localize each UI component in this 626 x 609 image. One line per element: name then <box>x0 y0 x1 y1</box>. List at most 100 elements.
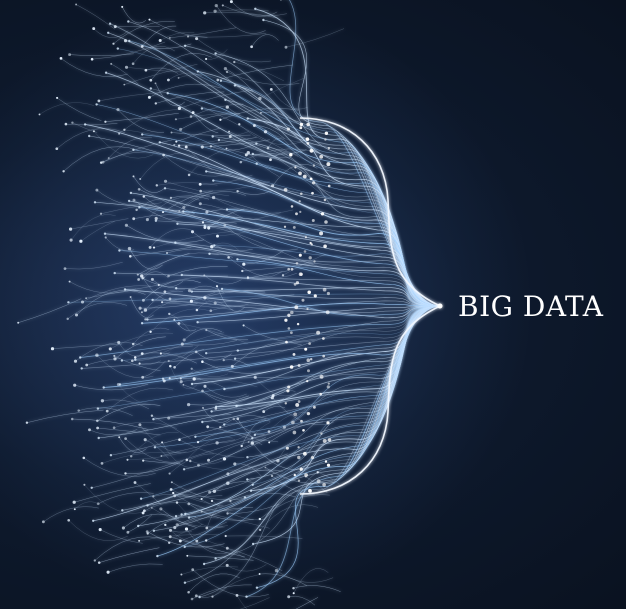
fiber-node <box>205 210 209 214</box>
fiber-node <box>325 310 330 315</box>
fiber-branch <box>227 470 274 484</box>
fiber-node <box>196 440 200 444</box>
fiber-node <box>247 440 250 443</box>
fiber-node <box>271 184 275 188</box>
fiber-strand <box>199 305 441 598</box>
fiber-node <box>168 472 171 475</box>
fiber-node <box>327 438 332 442</box>
fiber-branch <box>145 439 169 459</box>
fiber-node <box>73 383 77 387</box>
fiber-branch <box>234 463 262 477</box>
fiber-node <box>184 527 189 531</box>
fiber-node <box>282 425 286 429</box>
big-data-title: BIG DATA <box>458 290 604 323</box>
fiber-node <box>225 70 229 74</box>
fiber-branch <box>72 122 98 133</box>
fiber-node <box>158 38 162 43</box>
fiber-node <box>190 230 195 234</box>
fiber-node <box>239 160 243 164</box>
fiber-branch <box>174 349 205 368</box>
fiber-node <box>200 497 203 501</box>
fiber-node <box>141 298 145 302</box>
fiber-node <box>123 83 126 86</box>
fiber-branch <box>70 214 116 241</box>
fiber-node <box>170 131 173 134</box>
fiber-branch <box>277 442 299 461</box>
fiber-node <box>214 52 217 55</box>
fiber-node <box>169 488 173 491</box>
fiber-branch <box>204 275 242 285</box>
fiber-node <box>284 318 288 322</box>
fiber-branch <box>230 136 307 155</box>
fiber-node <box>182 338 186 342</box>
fiber-node <box>159 507 163 511</box>
fiber-node <box>324 220 328 224</box>
fiber-node <box>297 364 301 367</box>
fiber-branch <box>18 298 82 323</box>
fiber-node <box>123 39 128 43</box>
fiber-branch <box>233 418 265 435</box>
fiber-node <box>77 409 80 412</box>
fiber-branch <box>174 495 223 497</box>
fiber-node <box>162 153 165 157</box>
fiber-node <box>106 570 110 574</box>
fiber-node <box>223 223 227 227</box>
fiber-node <box>205 170 208 173</box>
convergence-point <box>437 303 443 309</box>
fiber-node <box>152 495 155 498</box>
fiber-node <box>178 539 182 543</box>
fiber-node <box>167 541 171 545</box>
fiber-branch <box>133 176 166 193</box>
fiber-branch <box>222 5 287 16</box>
fiber-node <box>132 148 135 151</box>
fiber-node <box>215 285 219 288</box>
fiber-node <box>190 290 193 293</box>
fiber-branch <box>225 68 254 92</box>
fiber-node <box>162 379 166 383</box>
fiber-branch <box>276 570 334 583</box>
fiber-node <box>223 67 227 71</box>
fiber-branch <box>139 189 195 214</box>
fiber-node <box>118 132 121 135</box>
fiber-strand <box>204 305 441 565</box>
fiber-branch <box>150 308 212 332</box>
fiber-branch <box>114 336 166 360</box>
fiber-node <box>216 78 220 82</box>
fiber-node <box>235 404 238 408</box>
fiber-node <box>185 458 189 462</box>
fiber-node <box>113 271 116 275</box>
fiber-node <box>177 321 181 325</box>
fiber-node <box>251 437 254 440</box>
fiber-node <box>121 509 124 512</box>
fiber-node <box>178 438 181 441</box>
fiber-node <box>59 57 63 60</box>
fiber-node <box>294 166 297 169</box>
fiber-branch <box>86 284 160 299</box>
fiber-branch <box>101 452 182 464</box>
fiber-branch <box>158 275 228 286</box>
fiber-node <box>198 202 202 206</box>
fiber-branch <box>160 332 225 354</box>
fiber-branch <box>165 524 208 543</box>
fiber-node <box>190 382 194 386</box>
fiber-branch <box>26 409 104 423</box>
fiber-node <box>90 486 93 489</box>
fiber-node <box>92 27 96 31</box>
fiber-branch <box>164 371 194 382</box>
fiber-node <box>327 382 330 385</box>
fiber-node <box>202 562 206 566</box>
fiber-node <box>236 190 239 193</box>
fiber-node <box>208 490 212 494</box>
fiber-node <box>137 278 140 281</box>
fiber-node <box>251 542 255 546</box>
fiber-branch <box>202 390 252 404</box>
fiber-node <box>71 121 74 124</box>
fiber-branch <box>188 395 249 406</box>
fiber-node <box>112 42 115 45</box>
fiber-branch <box>263 406 286 412</box>
fiber-node <box>292 352 296 356</box>
fiber-node <box>187 591 190 594</box>
fiber-node <box>251 483 254 486</box>
fiber-strand <box>256 305 441 589</box>
fiber-node <box>299 126 303 130</box>
